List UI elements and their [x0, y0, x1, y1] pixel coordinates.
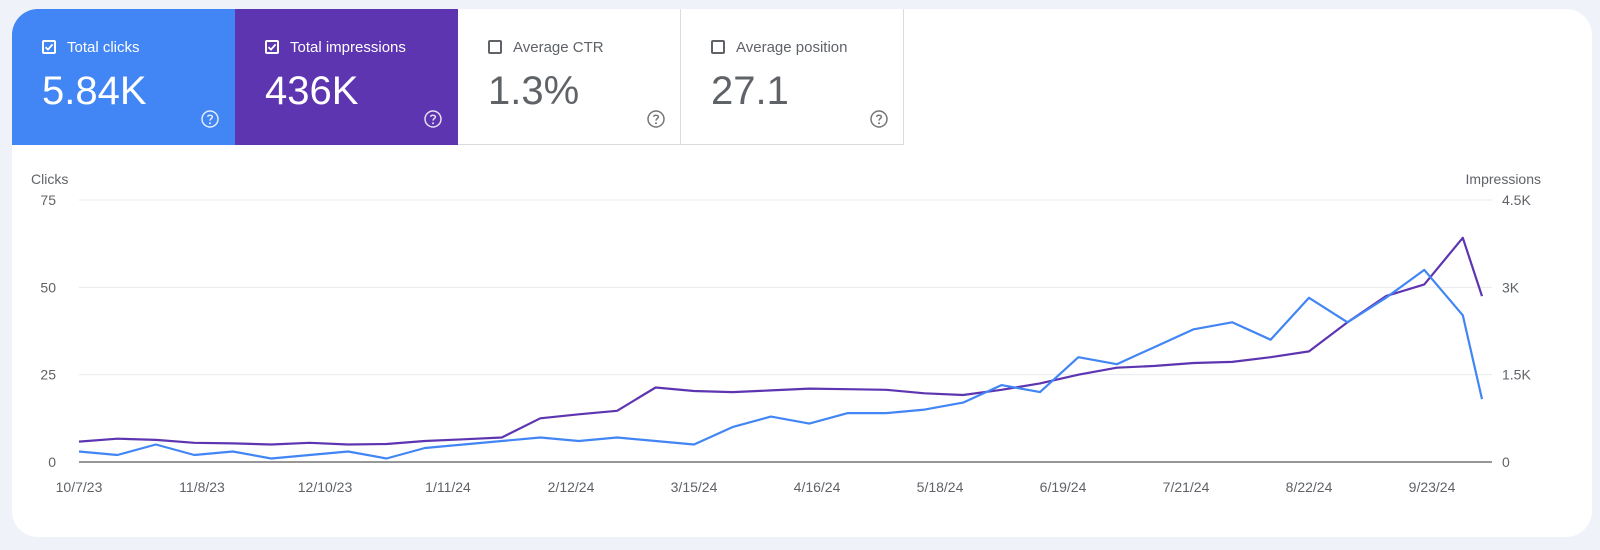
metric-value-average-ctr: 1.3% — [488, 69, 580, 113]
y-right-axis-title: Impressions — [1466, 171, 1541, 187]
y-right-tick-label: 3K — [1502, 279, 1520, 295]
x-tick-label: 5/18/24 — [917, 479, 964, 495]
metric-label-total-clicks: Total clicks — [67, 39, 140, 56]
x-tick-label: 8/22/24 — [1286, 479, 1333, 495]
y-left-tick-label: 0 — [48, 454, 56, 470]
checkbox-total-impressions[interactable] — [265, 40, 279, 54]
help-circle-icon[interactable] — [423, 109, 443, 134]
series-line-total-clicks — [78, 268, 1484, 460]
checkbox-total-clicks[interactable] — [42, 40, 56, 54]
metric-tile-average-position[interactable]: Average position 27.1 — [681, 9, 904, 145]
metric-tile-total-clicks[interactable]: Total clicks 5.84K — [12, 9, 235, 145]
x-tick-label: 12/10/23 — [298, 479, 353, 495]
metric-label-average-ctr: Average CTR — [513, 39, 604, 56]
y-left-axis-title: Clicks — [31, 171, 68, 187]
metric-tile-average-ctr[interactable]: Average CTR 1.3% — [458, 9, 681, 145]
series-line-total-impressions — [78, 236, 1484, 446]
metric-tiles: Total clicks 5.84K Total impressions 436… — [12, 9, 904, 145]
x-tick-label: 6/19/24 — [1040, 479, 1087, 495]
metric-label-total-impressions: Total impressions — [290, 39, 406, 56]
x-tick-label: 11/8/23 — [179, 479, 225, 495]
y-left-tick-label: 25 — [40, 367, 56, 383]
x-tick-label: 3/15/24 — [671, 479, 718, 495]
x-tick-label: 10/7/23 — [56, 479, 103, 495]
metric-value-average-position: 27.1 — [711, 69, 789, 113]
performance-chart: Clicks Impressions 0 0 25 1.5K 50 3K 75 4.5K 10/7/… — [31, 171, 1541, 495]
x-tick-label: 2/12/24 — [548, 479, 595, 495]
help-circle-icon[interactable] — [869, 109, 889, 134]
metric-value-total-clicks: 5.84K — [42, 69, 147, 113]
metric-tile-total-impressions[interactable]: Total impressions 436K — [235, 9, 458, 145]
y-left-tick-label: 75 — [40, 192, 56, 208]
x-tick-label: 1/11/24 — [425, 479, 471, 495]
y-right-tick-label: 0 — [1502, 454, 1510, 470]
checkbox-average-ctr[interactable] — [488, 40, 502, 54]
x-tick-label: 4/16/24 — [794, 479, 841, 495]
metric-value-total-impressions: 436K — [265, 69, 359, 113]
y-right-tick-label: 1.5K — [1502, 367, 1531, 383]
x-tick-label: 9/23/24 — [1409, 479, 1456, 495]
help-circle-icon[interactable] — [646, 109, 666, 134]
y-right-tick-label: 4.5K — [1502, 192, 1531, 208]
performance-card: Total clicks 5.84K Total impressions 436… — [12, 9, 1592, 537]
x-tick-label: 7/21/24 — [1163, 479, 1210, 495]
checkbox-average-position[interactable] — [711, 40, 725, 54]
metric-label-average-position: Average position — [736, 39, 848, 56]
help-circle-icon[interactable] — [200, 109, 220, 134]
y-left-tick-label: 50 — [40, 279, 56, 295]
